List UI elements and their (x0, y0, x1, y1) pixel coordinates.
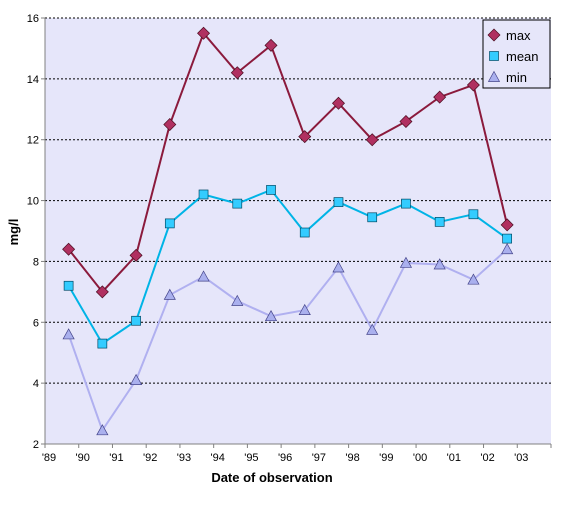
point-min-12 (467, 273, 480, 285)
point-min-4 (197, 270, 210, 282)
point-min-9 (366, 323, 379, 335)
point-max-3 (163, 118, 177, 131)
y-tick-labels: 2 4 6 8 10 12 14 16 (27, 13, 45, 451)
point-min-3 (163, 288, 176, 300)
x-tick-label-11: '00 (413, 452, 427, 464)
legend: max mean min (482, 19, 551, 89)
point-max-7 (298, 130, 312, 144)
point-mean-13 (502, 233, 512, 244)
point-mean-5 (232, 198, 243, 209)
y-axis-title: mg/l (6, 219, 21, 246)
point-min-8 (332, 261, 345, 273)
point-mean-1 (97, 338, 108, 349)
point-mean-7 (299, 227, 310, 238)
x-tick-label-10: '99 (379, 452, 393, 464)
plot-area (45, 18, 551, 444)
point-min-13 (501, 243, 514, 255)
x-tick-label-3: '92 (143, 452, 157, 464)
point-mean-9 (367, 212, 378, 223)
point-max-9 (365, 133, 379, 147)
y-tick-label-4: 10 (27, 196, 39, 208)
y-tick-label-1: 4 (33, 378, 39, 390)
point-mean-8 (333, 197, 344, 207)
point-min-11 (433, 258, 446, 270)
point-max-12 (466, 78, 480, 92)
x-tick-label-8: '97 (312, 452, 326, 464)
point-mean-2 (131, 315, 141, 326)
point-max-5 (230, 66, 244, 80)
point-mean-4 (198, 189, 209, 200)
legend-marker-max (487, 28, 501, 42)
point-max-4 (197, 26, 211, 40)
series-min (62, 243, 514, 436)
y-tick-label-5: 12 (27, 135, 39, 147)
x-tick-label-4: '93 (177, 452, 191, 464)
point-mean-3 (164, 218, 175, 229)
x-tick-labels: '89 '90 '91 '92 '93 '94 '95 '96 '97 '98 '99 '00 '01 '… (42, 444, 552, 464)
point-min-2 (129, 373, 143, 385)
point-mean-11 (434, 217, 445, 227)
point-min-10 (399, 256, 413, 268)
x-tick-label-5: '94 (210, 452, 224, 464)
point-max-13 (500, 218, 514, 232)
point-max-11 (433, 90, 447, 104)
y-tick-label-7: 16 (27, 13, 39, 25)
series-line-min (67, 248, 508, 433)
point-max-10 (399, 114, 413, 128)
point-max-2 (129, 248, 143, 262)
y-tick-label-2: 6 (33, 317, 39, 329)
point-max-0 (62, 242, 76, 256)
legend-label-min: min (506, 70, 527, 85)
legend-marker-mean (489, 51, 499, 61)
point-mean-10 (401, 198, 411, 209)
x-tick-label-9: '98 (345, 452, 359, 464)
point-mean-12 (468, 209, 479, 220)
series-line-mean (67, 188, 508, 346)
legend-label-max: max (506, 28, 531, 43)
point-min-7 (298, 303, 311, 315)
legend-label-mean: mean (506, 49, 539, 64)
x-tick-label-6: '95 (244, 452, 258, 464)
point-max-8 (331, 96, 345, 110)
series-line-max (67, 31, 509, 294)
x-tick-label-14: '03 (514, 452, 528, 464)
x-tick-label-12: '01 (447, 452, 461, 464)
series-mean (63, 185, 512, 349)
point-min-0 (62, 328, 75, 340)
y-tick-label-3: 8 (33, 256, 39, 268)
x-tick-label-7: '96 (278, 452, 292, 464)
point-mean-0 (63, 280, 74, 291)
point-min-1 (96, 424, 109, 436)
point-min-5 (231, 294, 244, 306)
x-tick-label-13: '02 (480, 452, 494, 464)
x-tick-label-2: '91 (109, 452, 123, 464)
x-axis-title: Date of observation (211, 470, 332, 485)
point-max-6 (264, 38, 278, 52)
point-max-1 (95, 285, 109, 299)
y-tick-label-0: 2 (33, 439, 39, 451)
x-tick-label-0: '89 (42, 452, 56, 464)
y-tick-label-6: 14 (27, 74, 39, 86)
point-min-6 (264, 309, 278, 322)
x-tick-label-1: '90 (76, 452, 90, 464)
series-max (62, 26, 514, 299)
series-group (62, 26, 514, 436)
legend-marker-min (487, 70, 501, 82)
point-mean-6 (266, 185, 276, 195)
